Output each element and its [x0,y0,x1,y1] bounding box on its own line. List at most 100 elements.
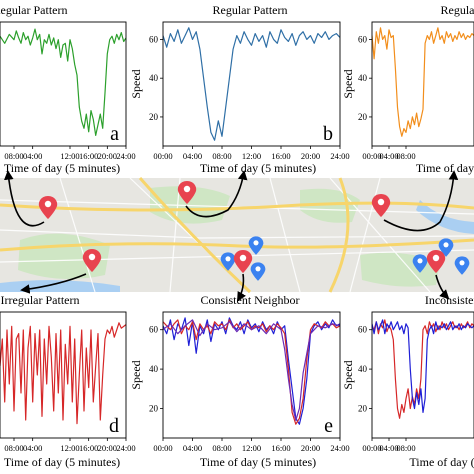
x-axis-label: Time of day (5 minutes) [4,161,120,175]
y-tick-label: 60 [149,325,159,335]
arrow-to-panel-c [383,170,459,232]
y-axis-label: Speed [129,69,143,98]
location-pin-d[interactable] [82,249,102,272]
panel-letter: b [323,123,333,145]
x-tick-label: 04:00 [183,443,202,453]
pin-cluster-consistent[interactable] [220,236,266,281]
chart-panel-d: Irregular Pattern 08:00 04:00 12:00 16:00 20:… [0,293,136,469]
x-tick-label: 16:00 [79,443,98,453]
x-tick-label: 24:00 [116,151,135,161]
chart-title: Irregular Pattern [1,293,80,307]
x-tick-label: 24:00 [330,443,349,453]
chart-title: Regular Pattern [441,3,474,17]
x-tick-label: 24:00 [330,151,349,161]
chart-title: Regular Pattern [0,3,67,17]
chart-panel-b: Regular Pattern 00:00 04:00 08:00 12:00 16:00… [129,3,350,175]
park-area [150,186,230,224]
series-line-d-0 [0,322,126,425]
panel-letter: e [324,415,333,437]
x-tick-label: 00:00 [362,151,381,161]
axes-frame [371,311,474,439]
chart-panel-e: Consistent Neighbor 00:00 04:00 08:00 12:00 1… [129,293,350,469]
location-pin-c[interactable] [371,194,391,217]
series-line-e-0 [163,317,340,425]
chart-title: Regular Pattern [213,3,288,17]
y-axis-label: Speed [129,360,143,389]
x-axis-label: Time of day (5 minutes) [200,455,316,469]
arrow-to-panel-f [435,274,450,300]
x-tick-label: 16:00 [271,443,290,453]
series-line-c-0 [372,27,474,137]
x-axis-label: Time of day [416,161,474,175]
x-tick-label: 00:00 [153,151,172,161]
x-tick-label: 04:00 [23,151,42,161]
x-tick-label: 16:00 [271,151,290,161]
chart-title: Consistent Neighbor [201,293,300,307]
arrow-to-panel-a [4,170,45,227]
series-line-a-0 [0,28,126,136]
series-line-f-1 [372,319,474,413]
pin-cluster-inconsistent[interactable] [412,238,470,275]
y-tick-label: 40 [358,364,368,374]
y-tick-label: 40 [149,73,159,83]
series-line-e-1 [163,319,340,425]
x-tick-label: 08:00 [4,443,23,453]
x-tick-label: 04:00 [183,151,202,161]
axes-frame [0,21,127,147]
x-axis-label: Time of day (5 minutes) [200,161,316,175]
x-tick-label: 00:00 [362,443,381,453]
x-tick-label: 12:00 [60,151,79,161]
panel-letter: d [109,415,119,437]
x-tick-label: 00:00 [153,443,172,453]
x-tick-label: 20:00 [301,151,320,161]
x-tick-label: 24:00 [116,443,135,453]
x-tick-label: 16:00 [79,151,98,161]
series-line-e-2 [163,319,340,421]
x-tick-label: 04:00 [379,151,398,161]
x-tick-label: 08:00 [396,151,415,161]
y-axis-label: Speed [341,69,355,98]
chart-panel-a: Regular Pattern 08:00 04:00 12:00 16:00 20:00… [0,3,136,175]
x-tick-label: 12:00 [242,151,261,161]
location-pin-a[interactable] [38,196,58,219]
x-tick-label: 04:00 [23,443,42,453]
axes-frame [371,21,474,147]
y-tick-label: 60 [149,34,159,44]
x-tick-label: 20:00 [301,443,320,453]
axes-frame [0,311,127,439]
x-tick-label: 12:00 [60,443,79,453]
y-tick-label: 20 [149,112,159,122]
arrow-to-panel-e [237,273,247,302]
y-tick-label: 40 [149,364,159,374]
x-tick-label: 08:00 [212,151,231,161]
y-tick-label: 20 [358,112,368,122]
x-tick-label: 08:00 [4,151,23,161]
y-axis-label: Speed [341,360,355,389]
x-tick-label: 12:00 [242,443,261,453]
y-tick-label: 60 [358,34,368,44]
location-pin-b[interactable] [177,181,197,204]
x-tick-label: 20:00 [98,443,117,453]
y-tick-label: 60 [358,325,368,335]
highways [0,177,474,294]
arrow-to-panel-d [20,273,87,294]
y-tick-label: 40 [358,73,368,83]
panel-letter: a [110,123,119,145]
arrow-to-panel-b [185,170,248,218]
river [416,200,474,234]
x-tick-label: 20:00 [98,151,117,161]
connector-arrows [4,170,459,302]
series-line-f-0 [372,319,474,419]
x-axis-label: Time of day (5 [409,455,474,469]
series-line-b-0 [163,27,340,141]
x-tick-label: 08:00 [212,443,231,453]
x-tick-label: 04:00 [379,443,398,453]
x-tick-label: 08:00 [396,443,415,453]
y-tick-label: 20 [358,403,368,413]
x-axis-label: Time of day (5 minutes) [4,455,120,469]
y-tick-label: 20 [149,403,159,413]
chart-title: Inconsistent Neighbor [425,293,474,307]
